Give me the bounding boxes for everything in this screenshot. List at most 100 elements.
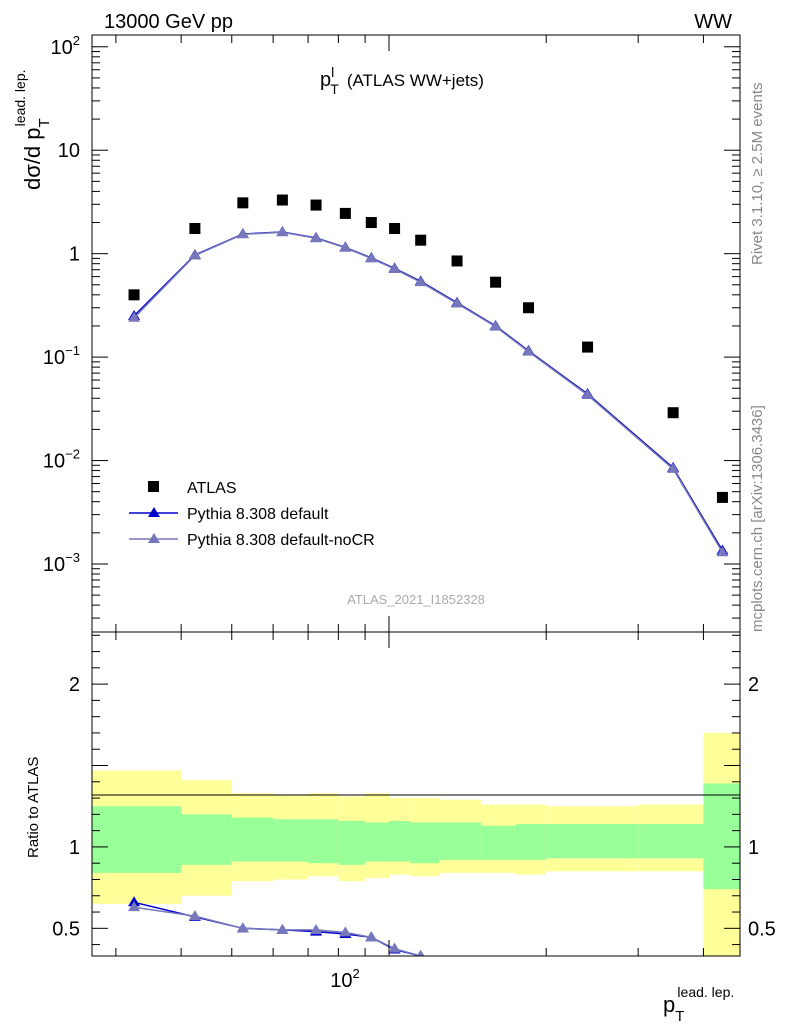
- main-axis-ticks: [92, 35, 740, 632]
- ratio-series-area: [128, 896, 425, 956]
- y-tick-label-exp: −1: [65, 343, 80, 358]
- x-axis-label-sup: lead. lep.: [677, 984, 734, 1000]
- main-series-area: [128, 194, 729, 557]
- ratio-y-axis-label: Ratio to ATLAS: [25, 757, 42, 858]
- x-axis-label: pTlead. lep.: [663, 984, 734, 1024]
- data-point-atlas: [237, 197, 249, 209]
- data-point-nocr: [339, 241, 352, 252]
- data-point-atlas: [582, 341, 594, 353]
- data-point-nocr: [522, 345, 535, 356]
- ratio-y-tick-label: 1: [69, 837, 80, 859]
- plot-title: pl T (ATLAS WW+jets): [320, 64, 484, 97]
- main-y-axis-label: dσ/d pTlead. lep.: [12, 69, 53, 190]
- series-line-nocr: [133, 231, 724, 553]
- header-right: WW: [694, 11, 732, 33]
- band-inner: [410, 822, 440, 864]
- y-tick-label-base: 10: [43, 554, 65, 576]
- header-left: 13000 GeV pp: [104, 11, 233, 33]
- y-tick-label: 10−2: [43, 447, 80, 473]
- data-point-atlas: [523, 302, 535, 314]
- legend-marker-atlas: [148, 481, 159, 492]
- series-line-default: [133, 231, 724, 551]
- legend-label-pythia-nocr: Pythia 8.308 default-noCR: [187, 532, 375, 549]
- y-tick-label-base: 10: [43, 347, 65, 369]
- data-point-nocr: [489, 320, 502, 331]
- y-tick-label-base: 10: [51, 37, 73, 59]
- data-point-atlas: [310, 199, 322, 211]
- ratio-point-nocr: [365, 931, 378, 942]
- data-point-nocr: [716, 546, 729, 557]
- data-point-atlas: [276, 194, 288, 206]
- y-tick-label-exp: −2: [65, 447, 80, 462]
- band-inner: [480, 825, 516, 860]
- ratio-y-tick-label: 0.5: [52, 918, 80, 940]
- x-axis-label-sub: T: [675, 1008, 684, 1024]
- ratio-uncertainty-bands: [92, 732, 740, 956]
- data-point-atlas: [365, 217, 377, 229]
- data-point-atlas: [389, 223, 401, 235]
- ratio-point-nocr: [339, 926, 352, 937]
- data-point-atlas: [451, 255, 463, 267]
- plot-title-rest: (ATLAS WW+jets): [347, 71, 484, 90]
- x-tick-base: 10: [330, 970, 352, 992]
- data-point-atlas: [716, 491, 728, 503]
- ratio-point-nocr: [310, 923, 323, 934]
- y-tick-label: 10−1: [43, 343, 80, 369]
- legend-label-atlas: ATLAS: [187, 480, 237, 497]
- y-tick-label-exp: 2: [73, 33, 80, 48]
- y-tick-label: 102: [51, 33, 80, 59]
- ratio-point-nocr: [128, 901, 141, 912]
- data-point-nocr: [388, 263, 401, 274]
- data-point-nocr: [414, 276, 427, 287]
- ratio-point-nocr: [236, 922, 249, 933]
- band-inner: [231, 817, 274, 862]
- ratio-y-tick-label-right: 2: [748, 674, 759, 696]
- band-inner: [273, 819, 309, 862]
- data-point-atlas: [490, 276, 502, 288]
- main-y-axis-label-sub: T: [36, 118, 53, 127]
- plot-title-sub: T: [330, 81, 339, 97]
- band-inner: [546, 824, 639, 859]
- ratio-point-nocr: [417, 950, 425, 956]
- data-point-atlas: [128, 289, 140, 301]
- main-y-axis-label-sup: lead. lep.: [12, 69, 28, 126]
- data-point-atlas: [339, 207, 351, 219]
- data-point-nocr: [128, 311, 141, 322]
- ratio-axis-ticks: [92, 632, 740, 956]
- band-inner: [439, 822, 481, 860]
- legend-label-pythia-default: Pythia 8.308 default: [187, 506, 329, 523]
- ratio-frame: [91, 631, 741, 957]
- ratio-y-tick-label-right: 1: [748, 837, 759, 859]
- ratio-line-nocr: [133, 906, 421, 956]
- y-tick-label-base: 1: [69, 244, 80, 266]
- legend-item-pythia-default: Pythia 8.308 default: [129, 506, 329, 523]
- legend-item-pythia-nocr: Pythia 8.308 default-noCR: [129, 532, 375, 549]
- ratio-point-nocr: [388, 942, 401, 953]
- data-point-atlas: [189, 223, 201, 235]
- data-point-nocr: [451, 297, 464, 308]
- ratio-point-nocr: [188, 910, 201, 921]
- band-inner: [365, 822, 389, 862]
- mcplots-label: mcplots.cern.ch [arXiv:1306.3436]: [749, 405, 766, 632]
- data-point-nocr: [581, 389, 594, 400]
- legend-marker-pythia-default: [148, 507, 160, 517]
- ratio-y-tick-label: 2: [69, 674, 80, 696]
- plot-title-main: p: [320, 69, 331, 91]
- band-inner: [181, 814, 232, 865]
- data-point-nocr: [188, 249, 201, 260]
- analysis-watermark: ATLAS_2021_I1852328: [347, 592, 485, 607]
- data-point-atlas: [415, 234, 427, 246]
- legend-marker-pythia-nocr: [148, 533, 160, 543]
- ratio-y-tick-labels: 0.5 0.5 1 1 2 2: [52, 674, 776, 940]
- data-point-nocr: [236, 228, 249, 239]
- band-inner: [703, 783, 740, 890]
- data-point-nocr: [276, 226, 289, 237]
- y-tick-label: 1: [69, 244, 80, 266]
- y-tick-label-exp: −3: [65, 550, 80, 565]
- plot-title-sup: l: [331, 64, 334, 80]
- y-tick-label-base: 10: [43, 451, 65, 473]
- ratio-point-nocr: [276, 923, 289, 934]
